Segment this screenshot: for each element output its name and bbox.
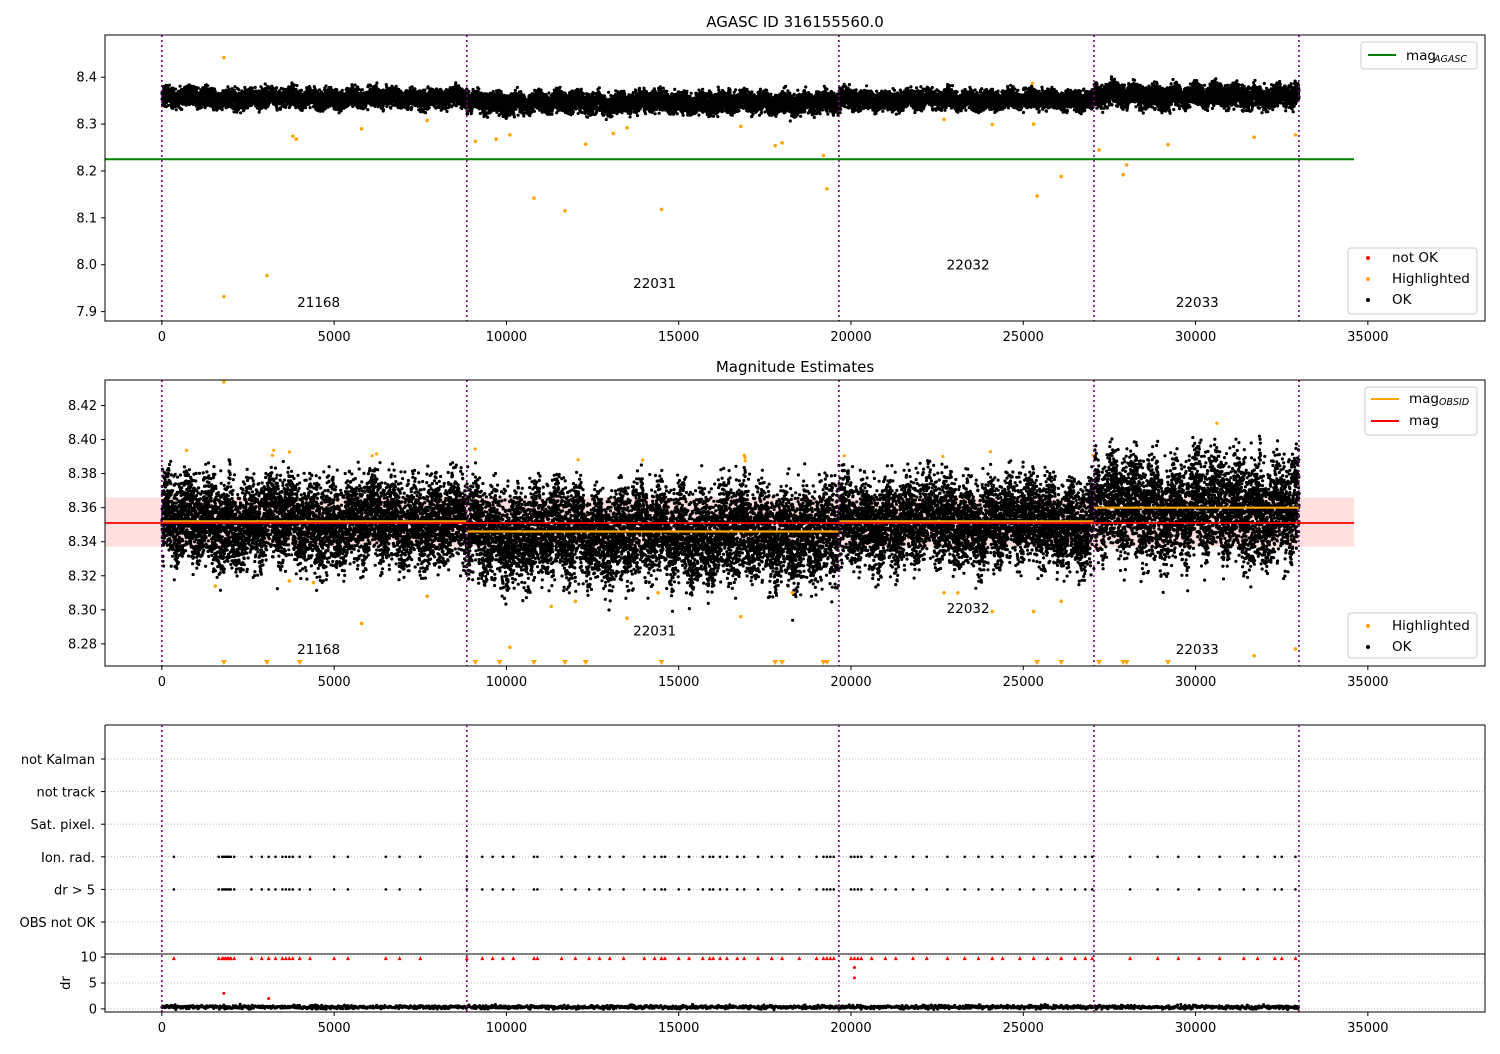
ok-point [276,109,279,112]
ok-point [444,106,447,109]
ok-point [375,85,378,88]
ok-point [410,106,413,109]
ok-point [239,111,242,114]
ok-point [341,89,344,92]
ok-point [361,88,364,91]
ok-point [454,81,457,84]
ok-point [251,87,254,90]
ok-point [206,84,209,87]
ok-point [389,107,392,110]
ok-point [366,108,369,111]
ok-point [180,108,183,111]
ok-point [221,108,224,111]
ok-point [214,90,217,93]
ok-point [411,85,414,88]
ok-point [258,111,261,114]
ok-point [264,82,267,85]
ok-point [295,84,298,87]
ok-point [424,111,427,114]
ok-point [428,106,431,109]
ok-point [324,84,327,87]
ok-point [275,105,278,108]
ok-point [246,106,249,109]
ok-point [275,86,278,89]
ok-point [179,85,182,88]
agasc-plot-area [105,35,1354,321]
ok-point [467,90,470,93]
ok-point [175,108,178,111]
ok-point [427,85,430,88]
ok-point [354,83,357,86]
ok-point [369,84,372,87]
ok-point [445,110,448,113]
ok-point [167,104,170,107]
ok-point [300,89,303,92]
ok-point [254,86,257,89]
ok-point [284,106,287,109]
ok-point [174,88,177,91]
ok-point [309,106,312,109]
ok-point [301,109,304,112]
ok-point [423,89,426,92]
ok-point [375,81,378,84]
ok-point [382,108,385,111]
ok-point [413,87,416,90]
ok-point [321,110,324,113]
ok-point [279,107,282,110]
ok-point [237,88,240,91]
ok-point [292,83,295,86]
ok-point [197,86,200,89]
ok-point [233,89,236,92]
ok-point [168,84,171,87]
